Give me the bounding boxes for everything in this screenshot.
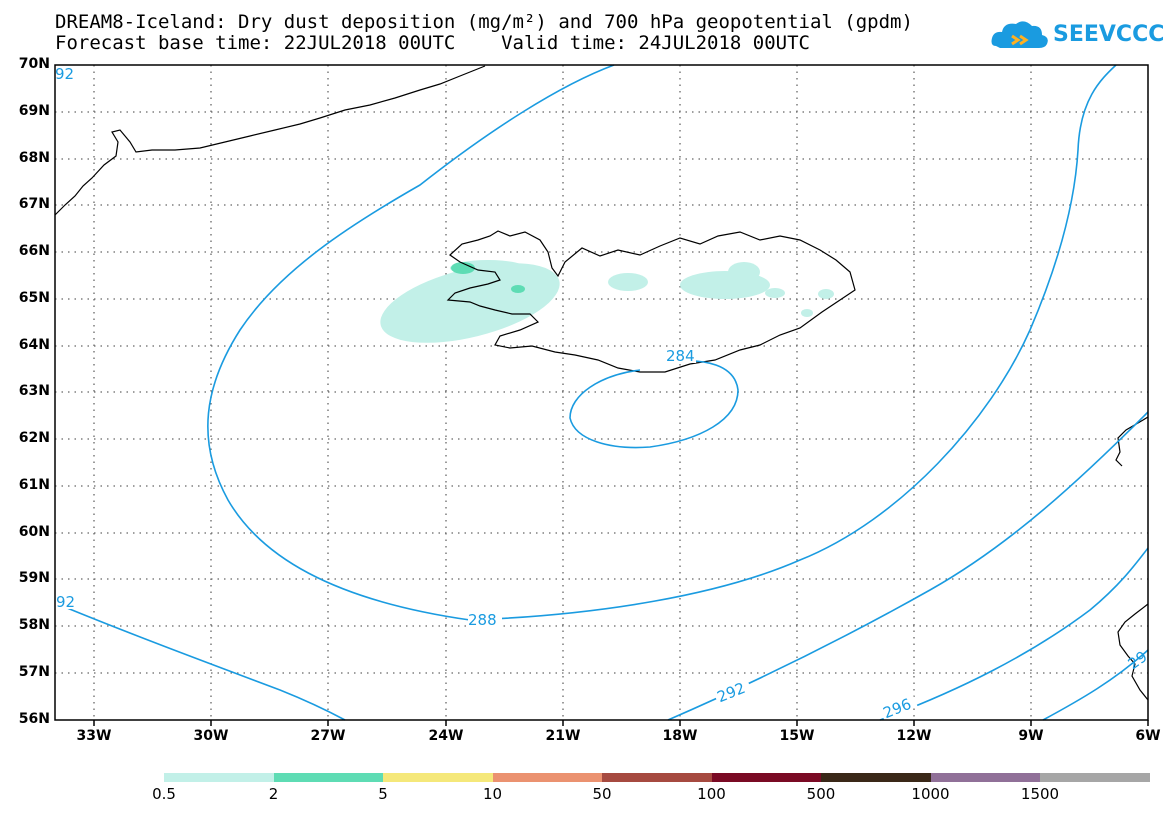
lon-label: 21W <box>545 728 581 744</box>
colorbar-label: 100 <box>697 785 726 803</box>
lat-label: 62N <box>18 430 50 446</box>
lat-label: 66N <box>18 243 50 259</box>
coastlines <box>54 65 1149 701</box>
colorbar-segment <box>602 773 712 782</box>
chart-title: DREAM8-Iceland: Dry dust deposition (mg/… <box>55 11 913 33</box>
lon-label: 12W <box>896 728 932 744</box>
colorbar-label: 5 <box>378 785 388 803</box>
colorbar-segment <box>492 773 603 782</box>
lat-label: 58N <box>18 617 50 633</box>
lat-label: 57N <box>18 664 50 680</box>
contour-label: 288 <box>468 611 497 629</box>
iceland-coast <box>446 230 856 373</box>
lon-label: 27W <box>310 728 346 744</box>
lat-label: 59N <box>18 570 50 586</box>
dust-area-east <box>728 262 760 282</box>
contour-labels: 92 284 288 92 292 296 29 <box>55 65 1151 722</box>
cloud-icon <box>991 21 1048 48</box>
colorbar-label: 2 <box>268 785 279 803</box>
lon-label: 24W <box>428 728 464 744</box>
contour-label: 92 <box>55 65 74 83</box>
colorbar-label: 50 <box>592 785 612 803</box>
lat-label: 65N <box>18 290 50 306</box>
colorbar-segment <box>273 773 384 782</box>
lat-label: 60N <box>18 524 50 540</box>
dust-area-east <box>765 288 785 298</box>
lat-label: 70N <box>18 56 50 72</box>
colorbar-segment <box>164 773 274 782</box>
contour-300 <box>1042 649 1149 721</box>
contour-292-nw <box>54 602 346 721</box>
lat-label: 69N <box>18 103 50 119</box>
colorbar-segment <box>383 773 493 782</box>
contour-label: 92 <box>56 593 75 611</box>
dust-area-east <box>801 309 813 317</box>
lon-label: 30W <box>193 728 229 744</box>
dust-area-west <box>380 263 560 343</box>
colorbar-segment <box>1040 773 1150 782</box>
lon-label: 9W <box>1018 728 1044 744</box>
lon-label: 6W <box>1135 728 1161 744</box>
logo: SEEVCCC <box>990 16 1164 56</box>
lon-label: 18W <box>662 728 698 744</box>
lat-label: 68N <box>18 150 50 166</box>
lat-label: 61N <box>18 477 50 493</box>
contour-label: 284 <box>666 347 695 365</box>
map-frame <box>54 64 1149 721</box>
grid-lines <box>55 65 1148 720</box>
lon-label: 15W <box>779 728 815 744</box>
contour-288 <box>207 64 1117 621</box>
colorbar-segment <box>821 773 931 782</box>
colorbar-segment <box>930 773 1041 782</box>
lon-label: 33W <box>76 728 112 744</box>
dust-area-central <box>608 273 648 291</box>
contour-292 <box>667 411 1149 721</box>
colorbar-segment <box>711 773 822 782</box>
dust-deposition-areas <box>380 260 834 343</box>
lat-label: 64N <box>18 337 50 353</box>
colorbar-label: 1500 <box>1020 785 1060 803</box>
colorbar-label: 500 <box>806 785 836 803</box>
lat-label: 63N <box>18 383 50 399</box>
logo-text: SEEVCCC <box>1053 22 1165 47</box>
dust-area-medium <box>451 262 475 274</box>
dust-area-medium <box>511 285 525 293</box>
greenland-coast <box>54 65 486 216</box>
contour-284 <box>569 360 739 449</box>
axis-ticks <box>93 720 1149 726</box>
colorbar-label: 1000 <box>911 785 950 803</box>
chart-subtitle: Forecast base time: 22JUL2018 00UTC Vali… <box>55 32 810 54</box>
lat-label: 67N <box>18 196 50 212</box>
colorbar-label: 10 <box>482 785 503 803</box>
dust-area-east <box>818 289 834 299</box>
contour-296 <box>879 547 1149 721</box>
lat-label: 56N <box>18 711 50 727</box>
colorbar-label: 0.5 <box>152 785 176 803</box>
